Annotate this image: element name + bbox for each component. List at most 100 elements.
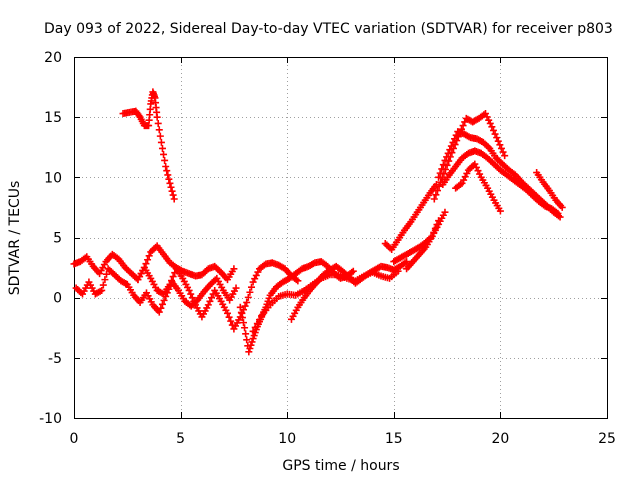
- point-marker-interp: [491, 130, 499, 138]
- y-tick-label: 5: [53, 231, 62, 247]
- data-point: [552, 196, 565, 210]
- data-point: [211, 262, 224, 275]
- point-marker-interp: [251, 323, 259, 331]
- point-marker: [447, 142, 455, 150]
- point-marker: [230, 265, 238, 273]
- point-marker-interp: [248, 338, 256, 346]
- x-tick-label: 20: [491, 431, 509, 447]
- point-marker-interp: [188, 294, 196, 302]
- data-point: [490, 196, 503, 212]
- point-marker-interp: [160, 296, 168, 304]
- point-marker-interp: [246, 345, 254, 353]
- point-marker-interp: [154, 119, 162, 127]
- point-marker-interp: [436, 169, 444, 177]
- data-point: [533, 169, 545, 184]
- point-marker: [224, 309, 232, 317]
- point-marker-interp: [135, 112, 143, 120]
- point-marker-interp: [444, 149, 452, 157]
- data-point: [211, 286, 224, 303]
- data-point: [170, 195, 178, 203]
- data-point: [488, 123, 501, 142]
- point-marker-interp: [237, 308, 245, 316]
- data-point: [123, 280, 136, 297]
- point-marker-interp: [497, 144, 505, 152]
- x-tick-label: 25: [598, 431, 616, 447]
- x-tick-label: 0: [70, 431, 79, 447]
- data-point: [121, 264, 134, 276]
- point-marker: [430, 195, 438, 203]
- data-point: [445, 165, 458, 179]
- point-marker-interp: [158, 300, 166, 308]
- data-point: [539, 178, 552, 192]
- data-point: [430, 182, 443, 203]
- data-point: [403, 258, 411, 266]
- data-point: [179, 267, 192, 277]
- point-marker-interp: [443, 153, 451, 161]
- point-marker-interp: [145, 252, 153, 260]
- point-marker-interp: [439, 161, 447, 169]
- point-marker-interp: [253, 320, 261, 328]
- data-point: [505, 166, 518, 178]
- data-point: [477, 149, 490, 161]
- point-marker: [162, 163, 170, 171]
- point-marker-interp: [499, 148, 507, 156]
- x-tick-label: 10: [278, 431, 296, 447]
- data-point: [91, 287, 104, 298]
- point-marker-interp: [187, 290, 195, 298]
- data-points: [70, 88, 566, 356]
- data-point: [309, 276, 323, 288]
- data-point: [332, 262, 345, 274]
- data-point: [153, 242, 166, 256]
- point-marker-interp: [435, 182, 443, 190]
- point-marker-interp: [168, 277, 176, 285]
- point-marker-interp: [225, 313, 233, 321]
- point-marker-interp: [493, 134, 501, 142]
- data-point: [230, 265, 238, 273]
- data-point: [394, 229, 407, 244]
- data-point: [108, 250, 121, 262]
- point-marker: [403, 258, 411, 266]
- data-point: [155, 296, 168, 316]
- point-marker: [98, 286, 106, 294]
- data-point: [441, 146, 454, 164]
- point-marker: [349, 267, 357, 275]
- point-marker-interp: [156, 132, 164, 140]
- point-marker: [488, 123, 496, 131]
- point-marker-interp: [496, 141, 504, 149]
- data-point: [185, 286, 198, 305]
- data-point: [441, 208, 449, 216]
- point-marker: [556, 213, 564, 221]
- data-point: [249, 316, 263, 335]
- point-marker-interp: [449, 138, 457, 146]
- data-point: [281, 265, 294, 278]
- data-point: [481, 110, 494, 127]
- data-point: [172, 265, 185, 280]
- series-track-f: [249, 267, 402, 335]
- series-track-n: [533, 169, 566, 211]
- data-point: [287, 306, 300, 323]
- point-marker-interp: [446, 146, 454, 154]
- data-point: [153, 113, 164, 140]
- data-point: [305, 260, 317, 270]
- data-point: [554, 209, 562, 217]
- point-marker: [558, 203, 566, 211]
- data-point: [545, 187, 558, 202]
- point-marker-interp: [158, 144, 166, 152]
- point-marker-interp: [157, 304, 165, 312]
- point-marker-interp: [246, 288, 254, 296]
- point-marker-interp: [103, 270, 111, 278]
- point-marker: [204, 301, 212, 309]
- point-marker: [166, 280, 174, 288]
- point-marker-interp: [434, 187, 442, 195]
- data-point: [452, 156, 464, 171]
- data-point: [535, 197, 548, 209]
- data-point: [334, 271, 349, 282]
- point-marker-interp: [169, 273, 177, 281]
- point-marker-interp: [244, 293, 252, 301]
- x-tick-label: 15: [385, 431, 403, 447]
- data-point: [266, 295, 281, 309]
- point-marker: [245, 348, 253, 356]
- point-marker: [170, 195, 178, 203]
- point-marker: [232, 284, 240, 292]
